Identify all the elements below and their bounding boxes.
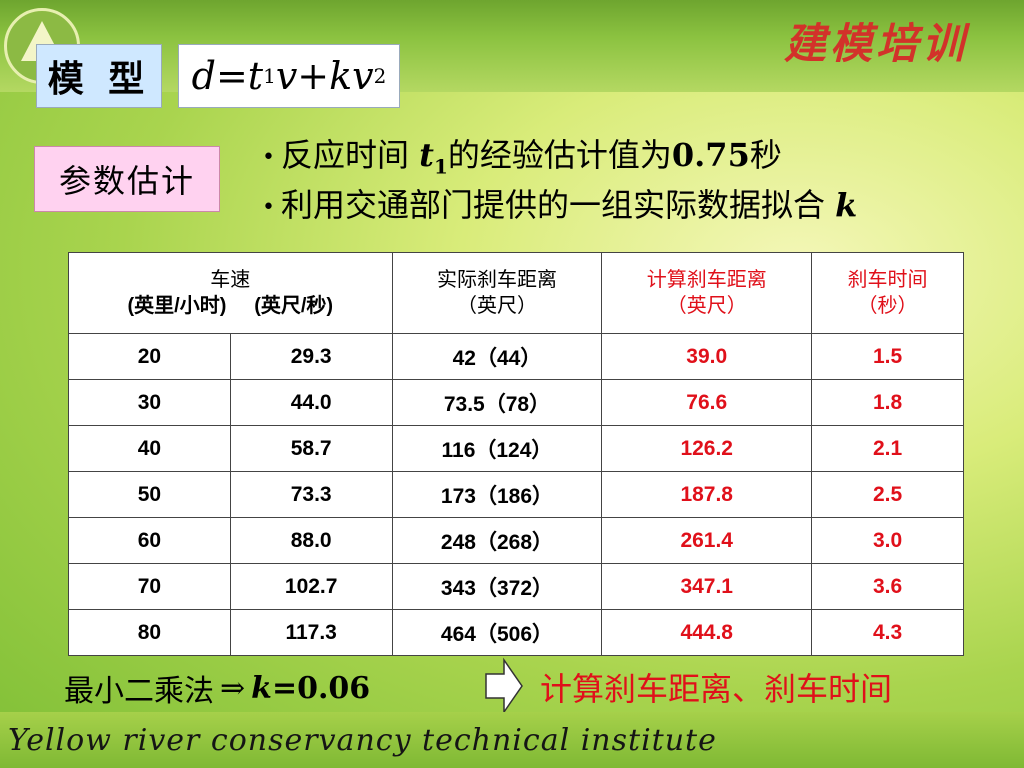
- cell-time: 4.3: [811, 609, 964, 656]
- cell-actual: 116（124）: [391, 425, 603, 472]
- top-banner: 建模培训: [0, 0, 1024, 92]
- cell-mph: 80: [68, 609, 231, 656]
- table-row: 70 102.7 343（372） 347.1 3.6: [68, 563, 964, 610]
- table-row: 30 44.0 73.5（78） 76.6 1.8: [68, 379, 964, 426]
- bottom-banner: Yellow river conservancy technical insti…: [0, 712, 1024, 768]
- model-label: 模 型: [36, 44, 162, 108]
- cell-fps: 88.0: [229, 517, 393, 564]
- table-row: 80 117.3 464（506） 444.8 4.3: [68, 609, 964, 656]
- cell-actual: 464（506）: [391, 609, 603, 656]
- header-braking-time: 刹车时间 （秒）: [811, 252, 964, 334]
- cell-calc: 126.2: [601, 425, 813, 472]
- table-row: 40 58.7 116（124） 126.2 2.1: [68, 425, 964, 472]
- table-row: 60 88.0 248（268） 261.4 3.0: [68, 517, 964, 564]
- cell-calc: 76.6: [601, 379, 813, 426]
- cell-actual: 173（186）: [391, 471, 603, 518]
- bullet-fit-k: • 利用交通部门提供的一组实际数据拟合 k: [262, 186, 858, 224]
- cell-time: 3.0: [811, 517, 964, 564]
- cell-mph: 20: [68, 333, 231, 380]
- cell-mph: 60: [68, 517, 231, 564]
- cell-actual: 73.5（78）: [391, 379, 603, 426]
- cell-calc: 347.1: [601, 563, 813, 610]
- cell-time: 3.6: [811, 563, 964, 610]
- bullet-reaction-time: • 反应时间 t1的经验估计值为0.75秒: [262, 136, 782, 179]
- header-calculated-distance: 计算刹车距离 （英尺）: [601, 252, 813, 334]
- cell-actual: 42（44）: [391, 333, 603, 380]
- cell-time: 2.1: [811, 425, 964, 472]
- header-speed: 车速 (英里/小时) (英尺/秒): [68, 252, 393, 334]
- cell-mph: 50: [68, 471, 231, 518]
- cell-fps: 58.7: [229, 425, 393, 472]
- cell-calc: 444.8: [601, 609, 813, 656]
- brand-title: 建模培训: [784, 19, 969, 68]
- cell-calc: 261.4: [601, 517, 813, 564]
- cell-fps: 44.0: [229, 379, 393, 426]
- bullet-list: • 反应时间 t1的经验估计值为0.75秒 • 利用交通部门提供的一组实际数据拟合 …: [262, 130, 1022, 230]
- cell-actual: 248（268）: [391, 517, 603, 564]
- table-row: 50 73.3 173（186） 187.8 2.5: [68, 471, 964, 518]
- institute-script-name: Yellow river conservancy technical insti…: [8, 722, 717, 758]
- cell-calc: 39.0: [601, 333, 813, 380]
- cell-mph: 30: [68, 379, 231, 426]
- cell-time: 1.5: [811, 333, 964, 380]
- cell-fps: 29.3: [229, 333, 393, 380]
- cell-calc: 187.8: [601, 471, 813, 518]
- least-squares-result: 最小二乘法 ⇒ k =0.06: [64, 670, 371, 710]
- table-header-row: 车速 (英里/小时) (英尺/秒) 实际刹车距离 （英尺） 计算刹车距离 （英尺） …: [68, 252, 964, 334]
- braking-data-table: 车速 (英里/小时) (英尺/秒) 实际刹车距离 （英尺） 计算刹车距离 （英尺） …: [68, 252, 964, 656]
- cell-time: 1.8: [811, 379, 964, 426]
- compute-result-text: 计算刹车距离、刹车时间: [540, 670, 893, 708]
- cell-fps: 73.3: [229, 471, 393, 518]
- cell-mph: 40: [68, 425, 231, 472]
- cell-fps: 102.7: [229, 563, 393, 610]
- cell-mph: 70: [68, 563, 231, 610]
- right-arrow-icon: [485, 657, 523, 715]
- table-row: 20 29.3 42（44） 39.0 1.5: [68, 333, 964, 380]
- cell-actual: 343（372）: [391, 563, 603, 610]
- cell-fps: 117.3: [229, 609, 393, 656]
- cell-time: 2.5: [811, 471, 964, 518]
- header-actual-distance: 实际刹车距离 （英尺）: [391, 252, 603, 334]
- parameter-estimation-label: 参数估计: [34, 146, 220, 212]
